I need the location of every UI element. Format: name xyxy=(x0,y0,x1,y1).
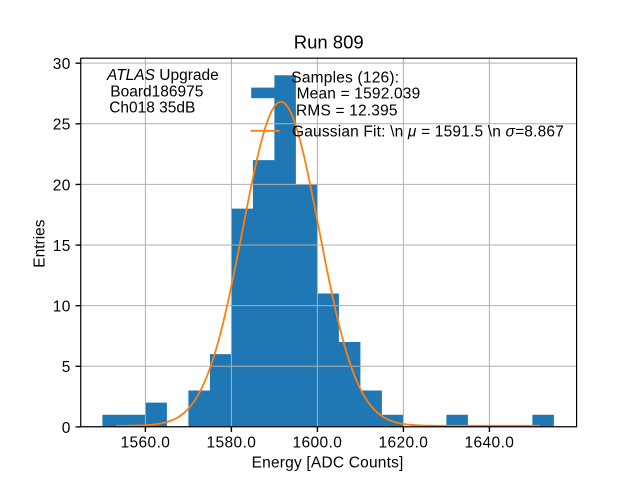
svg-text:Ch018 35dB: Ch018 35dB xyxy=(109,100,195,117)
svg-text:1560.0: 1560.0 xyxy=(120,435,170,452)
svg-text:Mean = 1592.039: Mean = 1592.039 xyxy=(297,85,421,102)
svg-text:Energy [ADC Counts]: Energy [ADC Counts] xyxy=(252,454,404,471)
svg-text:Samples (126):: Samples (126): xyxy=(291,69,399,86)
svg-text:15: 15 xyxy=(53,238,71,255)
svg-text:30: 30 xyxy=(53,56,71,73)
svg-text:1580.0: 1580.0 xyxy=(206,435,256,452)
svg-text:Run 809: Run 809 xyxy=(294,32,364,53)
svg-text:RMS = 12.395: RMS = 12.395 xyxy=(296,102,398,119)
svg-text:Entries: Entries xyxy=(32,219,49,267)
svg-text:ATLAS Upgrade: ATLAS Upgrade xyxy=(106,67,219,84)
svg-text:1620.0: 1620.0 xyxy=(378,435,428,452)
svg-text:25: 25 xyxy=(53,117,71,134)
svg-text:20: 20 xyxy=(53,177,71,194)
svg-text:Board186975: Board186975 xyxy=(110,83,203,100)
svg-text:10: 10 xyxy=(53,299,71,316)
svg-text:Gaussian Fit: \n μ = 1591.5 \n: Gaussian Fit: \n μ = 1591.5 \n σ=8.867 xyxy=(292,123,564,140)
svg-text:1600.0: 1600.0 xyxy=(292,435,342,452)
svg-text:0: 0 xyxy=(62,420,71,437)
svg-text:1640.0: 1640.0 xyxy=(464,435,514,452)
svg-text:5: 5 xyxy=(62,359,71,376)
